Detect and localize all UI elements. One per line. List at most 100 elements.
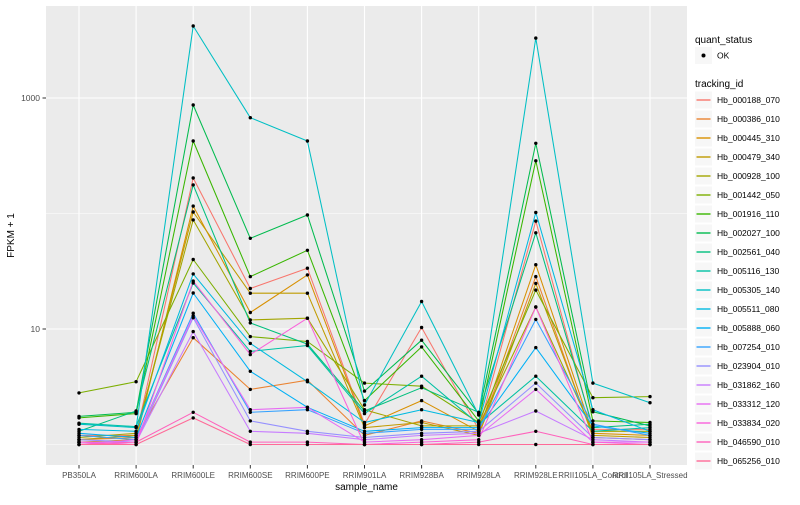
data-point — [248, 318, 252, 322]
data-point — [362, 403, 367, 407]
data-point — [534, 345, 538, 350]
legend-label: Hb_001916_110 — [717, 209, 780, 219]
legend-label: Hb_033312_120 — [717, 399, 780, 409]
data-point — [648, 394, 652, 399]
x-tick-label: RRIM600SE — [228, 471, 272, 480]
data-point — [248, 429, 252, 433]
legend-title-quant-status: quant_status — [695, 35, 752, 46]
point-icon — [701, 53, 706, 58]
data-point — [134, 442, 138, 447]
data-point — [77, 442, 81, 447]
legend-label: Hb_023904_010 — [717, 361, 780, 371]
y-tick-label: 10 — [31, 324, 41, 334]
data-point — [191, 272, 195, 276]
data-point — [191, 410, 195, 414]
data-point — [534, 159, 538, 163]
data-point — [191, 291, 195, 295]
data-point — [248, 349, 252, 354]
data-point — [534, 274, 538, 279]
y-axis-title: FPKM + 1 — [6, 213, 17, 258]
x-tick-label: RRIM600LA — [114, 471, 158, 480]
data-point — [362, 440, 367, 444]
data-point — [248, 408, 252, 412]
data-point — [305, 139, 310, 143]
data-point — [248, 236, 252, 240]
data-point — [134, 429, 138, 433]
legend-entry-Hb_005511_080: Hb_005511_080 — [695, 300, 780, 318]
data-point — [591, 396, 595, 400]
data-point — [534, 210, 538, 215]
data-point — [248, 387, 252, 392]
data-point — [591, 422, 595, 426]
data-point — [191, 204, 195, 208]
data-point — [134, 409, 138, 413]
legend-entry-Hb_000386_010: Hb_000386_010 — [695, 110, 780, 128]
data-points — [77, 24, 652, 447]
legend-label-ok: OK — [717, 51, 730, 61]
data-point — [191, 176, 195, 180]
data-point — [77, 438, 81, 442]
data-point — [305, 248, 310, 252]
data-point — [477, 440, 481, 444]
data-point — [362, 425, 367, 430]
data-point — [248, 419, 252, 423]
data-point — [362, 389, 367, 393]
data-point — [419, 442, 424, 447]
data-point — [248, 334, 252, 339]
data-point — [134, 425, 138, 430]
data-point — [248, 440, 252, 444]
data-point — [534, 317, 538, 322]
data-point — [191, 314, 195, 318]
data-point — [477, 420, 481, 425]
data-point — [591, 408, 595, 412]
data-point — [248, 442, 252, 447]
data-point — [419, 408, 424, 412]
data-point — [305, 291, 310, 295]
legend-entry-Hb_000445_310: Hb_000445_310 — [695, 129, 780, 147]
data-point — [305, 405, 310, 409]
data-point — [305, 380, 310, 384]
x-tick-label: RRIM600PE — [285, 471, 329, 480]
legend-label: Hb_005888_060 — [717, 323, 780, 333]
x-tick-label: PB350LA — [62, 471, 96, 480]
legend-entry-Hb_000188_070: Hb_000188_070 — [695, 91, 780, 109]
data-point — [362, 420, 367, 425]
data-point — [77, 391, 81, 395]
data-point — [248, 341, 252, 346]
data-point — [191, 103, 195, 107]
x-tick-label: RRIM928LA — [457, 471, 501, 480]
data-point — [248, 369, 252, 373]
legend-entry-Hb_002027_100: Hb_002027_100 — [695, 224, 780, 242]
data-point — [419, 386, 424, 390]
y-tick-label: 1000 — [21, 93, 40, 103]
data-point — [419, 420, 424, 425]
data-point — [419, 338, 424, 342]
data-point — [248, 410, 252, 414]
data-point — [591, 419, 595, 423]
legend-label: Hb_000188_070 — [717, 95, 780, 105]
legend-entry-Hb_005305_140: Hb_005305_140 — [695, 281, 780, 299]
data-point — [248, 291, 252, 295]
x-axis: PB350LA RRIM600LA RRIM600LE RRIM600SE RRIM60… — [62, 465, 688, 493]
legend-label: Hb_000445_310 — [717, 133, 780, 143]
data-point — [191, 416, 195, 420]
data-point — [419, 438, 424, 442]
data-point — [591, 438, 595, 442]
legend-label: Hb_000386_010 — [717, 114, 780, 124]
data-point — [191, 257, 195, 262]
data-point — [362, 398, 367, 403]
data-point — [534, 288, 538, 292]
data-point — [191, 218, 195, 222]
data-point — [191, 336, 195, 340]
data-point — [248, 321, 252, 325]
legend-label: Hb_005305_140 — [717, 285, 780, 295]
legend-entry-Hb_005116_130: Hb_005116_130 — [695, 262, 780, 280]
data-point — [191, 329, 195, 334]
legend-label: Hb_065256_010 — [717, 456, 780, 466]
data-point — [362, 442, 367, 447]
x-tick-label: RRII105LA_Stressed — [612, 471, 687, 480]
legend-entry-Hb_000928_100: Hb_000928_100 — [695, 167, 780, 185]
data-point — [534, 429, 538, 433]
legend-entry-Hb_001916_110: Hb_001916_110 — [695, 205, 780, 223]
